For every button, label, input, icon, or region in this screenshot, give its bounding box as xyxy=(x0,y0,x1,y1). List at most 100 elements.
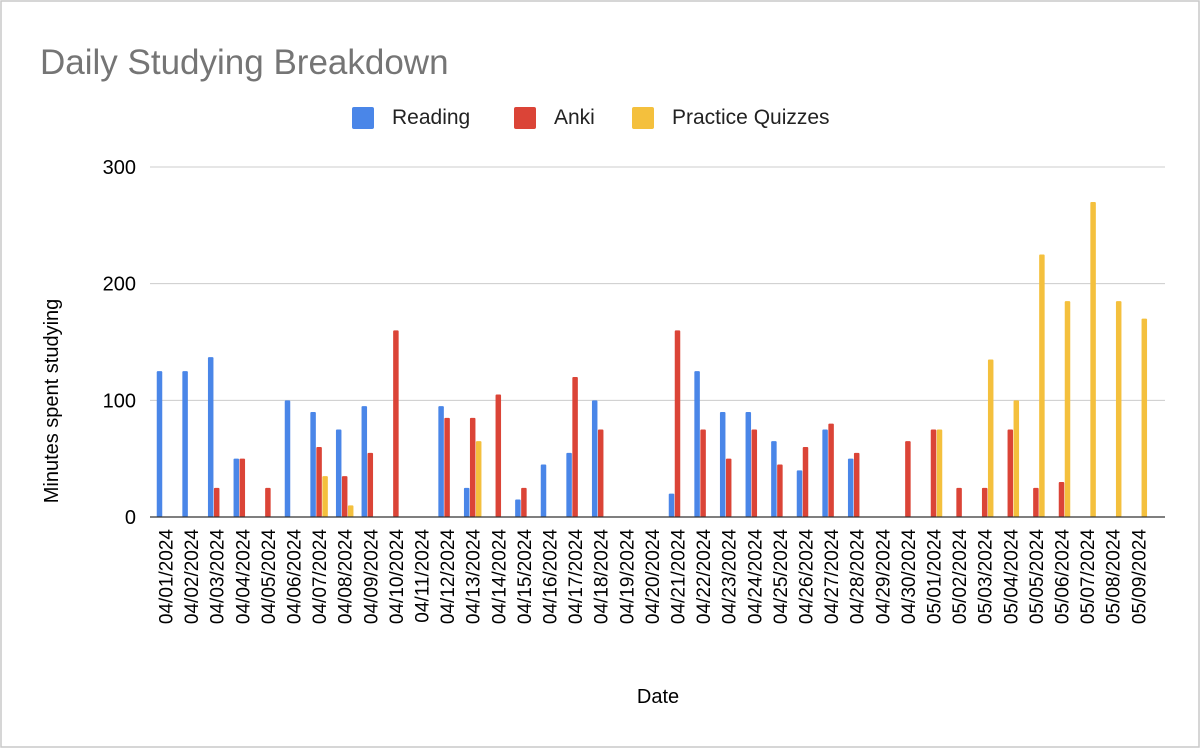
bar xyxy=(341,476,348,517)
bar xyxy=(1058,482,1065,517)
bar xyxy=(668,493,675,517)
bar xyxy=(316,447,322,517)
bar xyxy=(591,400,598,517)
x-tick-label: 04/17/2024 xyxy=(566,529,587,625)
bar xyxy=(469,417,476,517)
bar xyxy=(495,394,502,517)
x-tick-label: 04/06/2024 xyxy=(285,529,306,625)
x-tick-label: 04/23/2024 xyxy=(720,529,741,625)
bar xyxy=(213,487,220,517)
bar xyxy=(438,406,444,517)
x-tick-label: 05/06/2024 xyxy=(1053,529,1074,625)
x-tick-label: 04/10/2024 xyxy=(387,529,408,625)
bar xyxy=(674,330,681,517)
legend-label: Anki xyxy=(554,106,595,129)
x-tick-label: 04/15/2024 xyxy=(515,529,536,625)
bar xyxy=(828,423,834,517)
bar xyxy=(700,429,706,517)
bar xyxy=(725,458,732,517)
bar xyxy=(1007,429,1014,517)
x-tick-label: 04/11/2024 xyxy=(413,529,434,623)
bar xyxy=(802,447,809,517)
bar xyxy=(515,499,521,517)
bar xyxy=(936,429,943,517)
bar xyxy=(335,429,342,517)
bar xyxy=(284,400,291,517)
x-tick-label: 04/28/2024 xyxy=(848,529,869,625)
y-tick-label: 100 xyxy=(103,390,136,412)
bar xyxy=(156,371,163,517)
x-tick-label: 04/16/2024 xyxy=(541,529,562,625)
x-tick-label: 04/18/2024 xyxy=(592,529,613,625)
bar xyxy=(694,371,700,517)
y-axis-label: Minutes spent studying xyxy=(41,299,63,504)
bar xyxy=(540,464,547,517)
bar xyxy=(347,505,354,517)
legend-label: Practice Quizzes xyxy=(672,106,830,129)
bar xyxy=(930,429,937,517)
x-tick-label: 05/03/2024 xyxy=(976,529,997,625)
bar xyxy=(361,406,368,517)
x-tick-label: 04/09/2024 xyxy=(361,529,382,625)
bar xyxy=(1013,400,1020,517)
bar xyxy=(1141,318,1148,517)
gridlines xyxy=(150,166,1165,401)
x-tick-label: 04/01/2024 xyxy=(157,529,178,625)
bar xyxy=(233,458,240,517)
bar xyxy=(777,464,783,517)
bar xyxy=(987,359,994,517)
legend: Reading Anki Practice Quizzes xyxy=(352,106,830,129)
x-tick-label: 04/04/2024 xyxy=(233,529,254,625)
y-tick-label: 200 xyxy=(103,274,136,296)
bar xyxy=(905,441,911,517)
bar xyxy=(981,487,988,517)
bar xyxy=(322,476,328,517)
y-tick-label: 0 xyxy=(125,507,136,529)
bar xyxy=(1039,254,1045,517)
bar xyxy=(1115,301,1122,517)
bar xyxy=(1064,301,1071,517)
bar xyxy=(521,487,527,517)
x-tick-label: 05/01/2024 xyxy=(925,529,946,625)
bar xyxy=(597,429,604,517)
bar xyxy=(1033,487,1039,517)
x-tick-label: 04/07/2024 xyxy=(310,529,331,625)
x-tick-label: 05/09/2024 xyxy=(1129,529,1150,625)
legend-swatch xyxy=(352,107,374,129)
x-tick-label: 04/30/2024 xyxy=(899,529,920,625)
x-tick-label: 04/14/2024 xyxy=(489,529,510,625)
x-tick-label: 04/26/2024 xyxy=(797,529,818,625)
bar xyxy=(745,412,752,517)
x-tick-label: 05/02/2024 xyxy=(950,529,971,625)
legend-swatch xyxy=(632,107,654,129)
x-tick-label: 04/19/2024 xyxy=(617,529,638,625)
bar xyxy=(771,441,777,517)
bar xyxy=(207,357,214,517)
x-tick-label: 04/25/2024 xyxy=(771,529,792,625)
x-tick-label: 04/29/2024 xyxy=(873,529,894,625)
bar xyxy=(393,330,399,517)
bar xyxy=(444,417,450,517)
bar xyxy=(265,487,271,517)
bar xyxy=(572,377,578,517)
x-tick-label: 04/12/2024 xyxy=(438,529,459,625)
bar xyxy=(1090,202,1096,517)
x-tick-label: 04/21/2024 xyxy=(669,529,690,625)
x-tick-label: 05/07/2024 xyxy=(1078,529,1099,625)
x-tick-label: 04/02/2024 xyxy=(182,529,203,625)
x-tick-label: 04/08/2024 xyxy=(336,529,357,625)
legend-swatch xyxy=(514,107,536,129)
bar xyxy=(751,429,758,517)
x-tick-label: 04/22/2024 xyxy=(694,529,715,625)
bar xyxy=(239,458,246,517)
bars xyxy=(156,202,1148,517)
bar xyxy=(367,452,374,517)
x-tick-label: 04/05/2024 xyxy=(259,529,280,625)
bar xyxy=(719,412,726,517)
x-tick-label: 04/27/2024 xyxy=(822,529,843,625)
bar xyxy=(566,452,572,517)
x-tick-label: 04/03/2024 xyxy=(208,529,229,625)
x-axis-label: Date xyxy=(637,686,679,708)
